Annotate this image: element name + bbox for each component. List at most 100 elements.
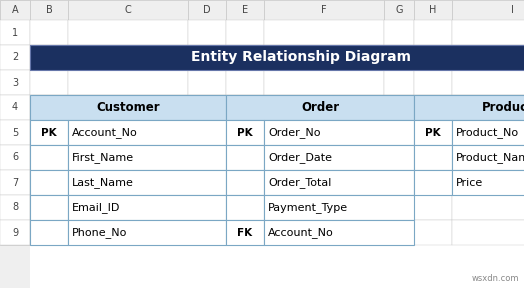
Bar <box>68 120 188 145</box>
Bar <box>264 220 384 245</box>
Bar <box>0 0 30 20</box>
Text: PK: PK <box>41 128 57 137</box>
Bar <box>414 120 452 145</box>
Bar <box>68 95 188 120</box>
Text: Price: Price <box>456 177 483 187</box>
Bar <box>30 70 68 95</box>
Text: Payment_Type: Payment_Type <box>268 202 348 213</box>
Text: Order_Total: Order_Total <box>268 177 331 188</box>
Text: 6: 6 <box>12 153 18 162</box>
Bar <box>0 95 30 120</box>
Text: Entity Relationship Diagram: Entity Relationship Diagram <box>191 50 411 65</box>
Bar <box>264 20 384 45</box>
Bar <box>264 145 414 170</box>
Bar <box>452 120 524 145</box>
Text: Order: Order <box>301 101 339 114</box>
Text: PK: PK <box>237 128 253 137</box>
Text: 2: 2 <box>12 52 18 62</box>
Bar <box>30 95 226 120</box>
Text: Product_No: Product_No <box>456 127 519 138</box>
Bar <box>384 45 414 70</box>
Bar <box>0 170 30 195</box>
Text: 4: 4 <box>12 103 18 113</box>
Bar <box>188 45 226 70</box>
Bar <box>0 120 30 145</box>
Bar <box>414 195 452 220</box>
Bar <box>0 0 30 20</box>
Bar <box>0 20 30 45</box>
Bar <box>0 145 30 170</box>
Bar <box>384 170 414 195</box>
Bar <box>452 70 524 95</box>
Bar <box>68 145 226 170</box>
Bar <box>414 145 452 170</box>
Bar <box>414 20 452 45</box>
Bar <box>0 20 30 288</box>
Bar <box>0 170 30 195</box>
Text: PK: PK <box>425 128 441 137</box>
Text: Product: Product <box>482 101 524 114</box>
Bar <box>384 0 414 20</box>
Bar <box>452 170 524 195</box>
Bar <box>226 95 264 120</box>
Bar <box>414 170 452 195</box>
Bar <box>0 145 30 170</box>
Bar <box>0 20 30 45</box>
Text: FK: FK <box>237 228 253 238</box>
Text: 7: 7 <box>12 177 18 187</box>
Bar <box>226 120 264 145</box>
Bar <box>226 170 264 195</box>
Bar <box>30 120 68 145</box>
Bar <box>264 45 384 70</box>
Text: Email_ID: Email_ID <box>72 202 121 213</box>
Bar <box>68 170 226 195</box>
Text: Account_No: Account_No <box>268 227 334 238</box>
Bar <box>0 195 30 220</box>
Bar <box>30 120 68 145</box>
Bar <box>414 45 452 70</box>
Bar <box>226 170 264 195</box>
Bar <box>452 145 524 170</box>
Text: C: C <box>125 5 132 15</box>
Bar <box>68 195 226 220</box>
Bar <box>414 70 452 95</box>
Bar <box>414 95 524 120</box>
Bar <box>68 170 188 195</box>
Text: 9: 9 <box>12 228 18 238</box>
Bar <box>226 220 264 245</box>
Bar <box>188 0 226 20</box>
Text: Last_Name: Last_Name <box>72 177 134 188</box>
Bar <box>0 0 524 20</box>
Text: H: H <box>429 5 436 15</box>
Bar <box>414 220 452 245</box>
Text: First_Name: First_Name <box>72 152 134 163</box>
Bar <box>452 0 524 20</box>
Bar <box>0 95 30 120</box>
Bar <box>384 95 414 120</box>
Bar <box>30 220 68 245</box>
Text: F: F <box>321 5 327 15</box>
Bar <box>226 195 264 220</box>
Bar <box>452 170 524 195</box>
Text: A: A <box>12 5 18 15</box>
Bar <box>384 20 414 45</box>
Bar <box>384 220 414 245</box>
Bar <box>264 0 384 20</box>
Text: Account_No: Account_No <box>72 127 138 138</box>
Bar <box>30 195 68 220</box>
Text: 3: 3 <box>12 77 18 88</box>
Bar <box>452 145 524 170</box>
Bar <box>414 120 452 145</box>
Bar <box>188 145 226 170</box>
Bar <box>264 195 414 220</box>
Bar <box>68 70 188 95</box>
Bar <box>188 120 226 145</box>
Bar <box>30 220 68 245</box>
Text: Order_Date: Order_Date <box>268 152 332 163</box>
Bar <box>0 70 30 95</box>
Text: G: G <box>395 5 403 15</box>
Bar <box>414 95 452 120</box>
Bar <box>264 120 384 145</box>
Bar <box>264 170 414 195</box>
Bar <box>68 220 188 245</box>
